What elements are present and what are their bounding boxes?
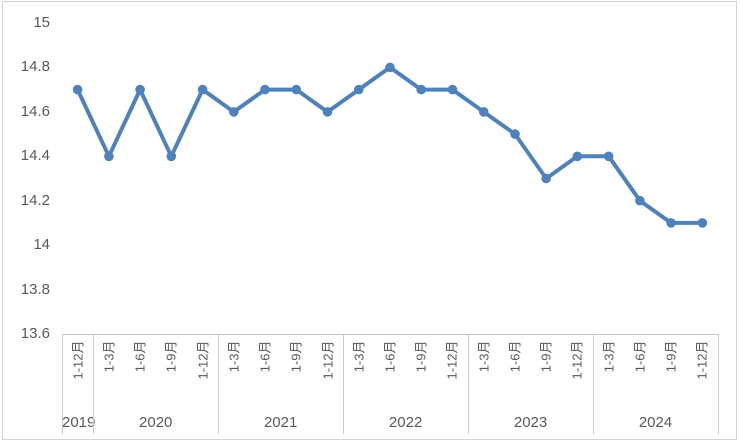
year-group-separator <box>62 334 63 434</box>
data-point-marker <box>541 173 551 184</box>
data-point-marker <box>510 129 520 139</box>
year-group-separator <box>343 334 344 434</box>
y-tick-label: 14.2 <box>20 191 50 209</box>
data-point-marker <box>197 84 208 95</box>
y-tick-label: 14.4 <box>20 147 50 165</box>
x-month-label: 1-12月 <box>694 340 710 380</box>
data-point-marker <box>572 151 583 162</box>
x-month-label: 1-12月 <box>320 340 336 380</box>
data-point-marker <box>260 84 270 95</box>
data-point-marker <box>447 84 458 95</box>
data-point-marker <box>135 84 145 95</box>
x-month-label: 1-12月 <box>195 340 211 380</box>
data-point-marker <box>697 218 708 228</box>
x-month-label: 1-9月 <box>663 340 679 372</box>
year-group-separator <box>218 334 219 434</box>
x-month-label: 1-3月 <box>226 340 242 372</box>
year-group-separator <box>718 334 719 434</box>
x-month-label: 1-9月 <box>288 340 304 372</box>
year-group-separator <box>468 334 469 434</box>
x-year-label: 2020 <box>139 414 173 431</box>
y-tick-label: 15 <box>33 14 50 31</box>
x-year-label: 2021 <box>263 414 298 431</box>
y-tick-label: 14 <box>33 236 50 254</box>
x-month-label: 1-9月 <box>163 340 179 372</box>
y-tick-label: 13.8 <box>20 280 50 298</box>
data-point-marker <box>354 84 364 95</box>
x-month-label: 1-12月 <box>70 340 86 380</box>
data-point-marker <box>229 107 239 117</box>
y-tick-label: 13.6 <box>20 325 50 342</box>
data-point-marker <box>166 151 177 162</box>
x-year-label: 2023 <box>513 414 548 431</box>
data-point-marker <box>635 195 645 206</box>
data-point-marker <box>104 151 114 162</box>
series-line <box>75 65 705 225</box>
data-point-marker <box>385 62 395 73</box>
y-tick-label: 14.8 <box>20 58 50 76</box>
x-month-label: 1-9月 <box>413 340 429 372</box>
x-month-label: 1-12月 <box>569 340 585 380</box>
data-point-marker <box>478 107 489 117</box>
data-point-marker <box>72 84 83 95</box>
x-month-label: 1-6月 <box>507 340 523 372</box>
x-year-label: 2019 <box>62 414 96 431</box>
x-month-label: 1-3月 <box>476 340 492 372</box>
x-month-label: 1-3月 <box>351 340 367 372</box>
data-point-marker <box>322 107 333 117</box>
x-month-label: 1-3月 <box>601 340 617 372</box>
y-tick-label: 14.6 <box>20 102 50 120</box>
data-point-marker <box>416 84 427 95</box>
x-month-label: 1-12月 <box>444 340 460 380</box>
data-point-marker <box>666 218 676 228</box>
x-month-label: 1-6月 <box>257 340 273 372</box>
data-point-marker <box>603 151 614 162</box>
x-month-label: 1-6月 <box>382 340 398 372</box>
data-point-marker <box>291 84 302 95</box>
x-axis-line <box>62 334 718 335</box>
x-year-label: 2022 <box>388 414 423 431</box>
x-month-label: 1-6月 <box>132 340 148 372</box>
x-month-label: 1-9月 <box>538 340 554 372</box>
x-month-label: 1-6月 <box>632 340 648 372</box>
x-year-label: 2024 <box>638 414 673 431</box>
year-group-separator <box>593 334 594 434</box>
x-month-label: 1-3月 <box>101 340 117 372</box>
year-group-separator <box>93 334 94 434</box>
